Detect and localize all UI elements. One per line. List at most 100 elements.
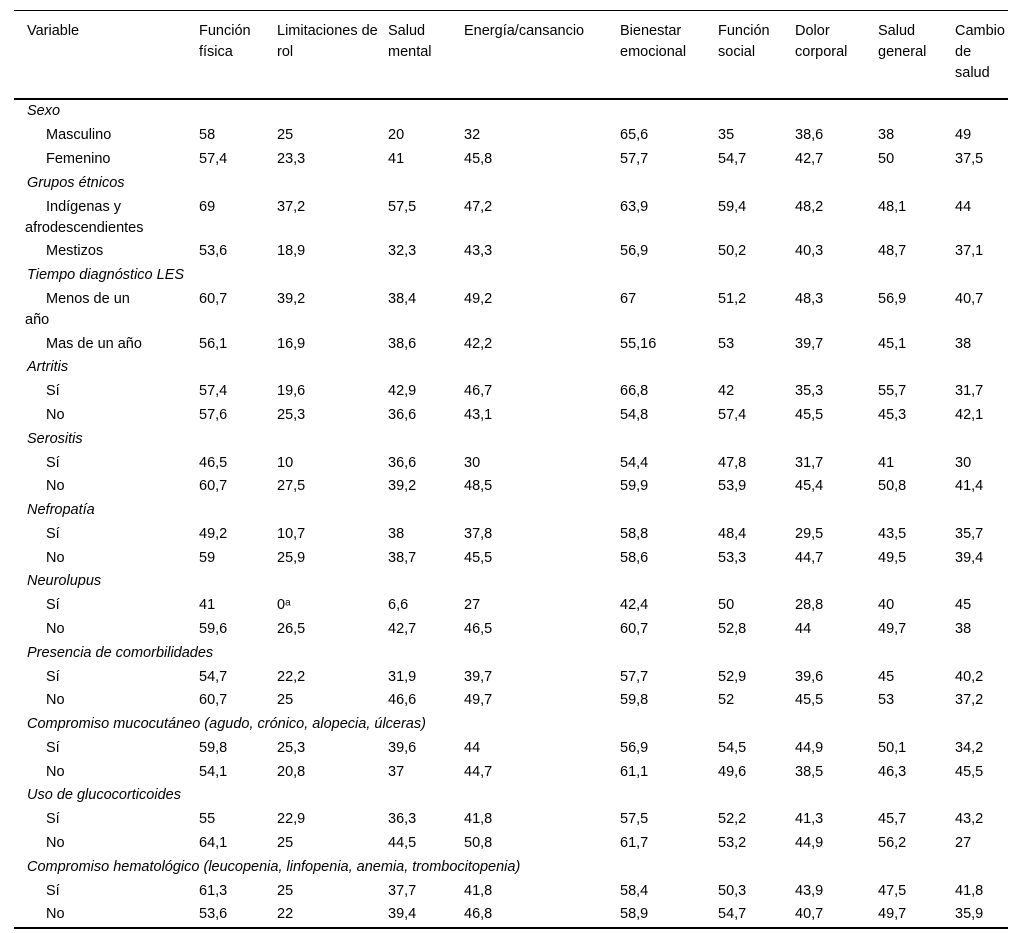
value-cell: 40,3 xyxy=(795,243,824,260)
value-cell: 20 xyxy=(388,127,405,144)
value-cell: 52,8 xyxy=(718,621,747,638)
value-cell: 22,2 xyxy=(277,668,306,685)
row-label: Sí xyxy=(46,454,60,471)
row-label: Sí xyxy=(46,811,60,828)
value-cell: 27 xyxy=(464,597,481,614)
row-label: No xyxy=(46,549,65,566)
column-header-5: Bienestar emocional xyxy=(620,23,687,60)
section-label: Grupos étnicos xyxy=(27,174,125,191)
value-cell: 52,2 xyxy=(718,811,747,828)
value-cell: 56,9 xyxy=(620,243,649,260)
value-cell: 25 xyxy=(277,692,294,709)
value-cell: 36,6 xyxy=(388,406,417,423)
column-header-8: Salud general xyxy=(878,23,927,60)
value-cell: 38,6 xyxy=(795,127,824,144)
value-cell: 39,2 xyxy=(388,478,417,495)
value-cell: 49,7 xyxy=(878,621,907,638)
section-header-row: Presencia de comorbilidades xyxy=(14,641,1008,665)
value-cell: 38 xyxy=(955,335,972,352)
section-label: Uso de glucocorticoides xyxy=(27,787,181,804)
value-cell: 25,3 xyxy=(277,739,306,756)
table-row: Mestizos 53,6 18,9 32,3 43,3 56,9 50,2 40,3 48,7… xyxy=(14,240,1008,264)
value-cell: 48,4 xyxy=(718,525,747,542)
value-cell: 25 xyxy=(277,127,294,144)
row-label: Mestizos xyxy=(46,243,104,260)
value-cell: 66,8 xyxy=(620,383,649,400)
value-cell: 35,7 xyxy=(955,525,984,542)
value-cell: 0ᵃ xyxy=(277,597,291,614)
table-row: Sí 46,5 10 36,6 30 54,4 47,8 31,7 41 30 xyxy=(14,451,1008,475)
column-header-3: Salud mental xyxy=(388,23,432,60)
value-cell: 48,1 xyxy=(878,198,907,215)
row-label: Mas de un año xyxy=(46,335,142,352)
value-cell: 44,9 xyxy=(795,835,824,852)
value-cell: 19,6 xyxy=(277,383,306,400)
value-cell: 47,2 xyxy=(464,198,493,215)
value-cell: 63,9 xyxy=(620,198,649,215)
section-header-row: Grupos étnicos xyxy=(14,171,1008,195)
table-row: Sí 61,3 25 37,7 41,8 58,4 50,3 43,9 47,5 41,8 xyxy=(14,879,1008,903)
value-cell: 44,9 xyxy=(795,739,824,756)
row-label: No xyxy=(46,906,65,923)
value-cell: 43,5 xyxy=(878,525,907,542)
value-cell: 41 xyxy=(388,150,405,167)
section-label: Artritis xyxy=(27,359,69,376)
value-cell: 44 xyxy=(464,739,481,756)
value-cell: 46,5 xyxy=(199,454,228,471)
row-label: Sí xyxy=(46,597,60,614)
value-cell: 50 xyxy=(718,597,735,614)
value-cell: 65,6 xyxy=(620,127,649,144)
value-cell: 58,9 xyxy=(620,906,649,923)
section-header-row: Compromiso hematológico (leucopenia, lin… xyxy=(14,855,1008,879)
table-row: Sí 55 22,9 36,3 41,8 57,5 52,2 41,3 45,7 43,2 xyxy=(14,808,1008,832)
value-cell: 42 xyxy=(718,383,735,400)
value-cell: 52 xyxy=(718,692,735,709)
value-cell: 37,8 xyxy=(464,525,493,542)
value-cell: 57,4 xyxy=(718,406,747,423)
value-cell: 47,8 xyxy=(718,454,747,471)
row-label: Femenino xyxy=(46,150,111,167)
section-header-row: Nefropatía xyxy=(14,499,1008,523)
table-row: Sí 59,8 25,3 39,6 44 56,9 54,5 44,9 50,1 34,2 xyxy=(14,737,1008,761)
value-cell: 31,7 xyxy=(955,383,984,400)
table-row: Sí 49,2 10,7 38 37,8 58,8 48,4 29,5 43,5 35,7 xyxy=(14,523,1008,547)
value-cell: 54,7 xyxy=(718,906,747,923)
value-cell: 27,5 xyxy=(277,478,306,495)
value-cell: 34,2 xyxy=(955,739,984,756)
value-cell: 49,7 xyxy=(464,692,493,709)
value-cell: 56,9 xyxy=(878,290,907,307)
value-cell: 45,5 xyxy=(955,763,984,780)
row-label: Menos de un año xyxy=(25,290,130,328)
value-cell: 45 xyxy=(878,668,895,685)
row-label: Sí xyxy=(46,882,60,899)
value-cell: 42,1 xyxy=(955,406,984,423)
value-cell: 38 xyxy=(878,127,895,144)
value-cell: 20,8 xyxy=(277,763,306,780)
value-cell: 37,5 xyxy=(955,150,984,167)
value-cell: 32 xyxy=(464,127,481,144)
value-cell: 46,5 xyxy=(464,621,493,638)
value-cell: 48,7 xyxy=(878,243,907,260)
value-cell: 31,7 xyxy=(795,454,824,471)
table-row: Menos de un año 60,7 39,2 38,4 49,2 67 51,2 48,… xyxy=(14,287,1008,332)
value-cell: 46,7 xyxy=(464,383,493,400)
value-cell: 59,8 xyxy=(620,692,649,709)
value-cell: 44 xyxy=(955,198,972,215)
value-cell: 38,6 xyxy=(388,335,417,352)
value-cell: 43,1 xyxy=(464,406,493,423)
value-cell: 30 xyxy=(464,454,481,471)
table-row: Masculino 58 25 20 32 65,6 35 38,6 38 49 xyxy=(14,124,1008,148)
table-row: No 53,6 22 39,4 46,8 58,9 54,7 40,7 49,7 35,9 xyxy=(14,903,1008,928)
table-row: No 59,6 26,5 42,7 46,5 60,7 52,8 44 49,7 38 xyxy=(14,618,1008,642)
value-cell: 54,5 xyxy=(718,739,747,756)
value-cell: 55,16 xyxy=(620,335,657,352)
value-cell: 61,1 xyxy=(620,763,649,780)
value-cell: 42,7 xyxy=(388,621,417,638)
value-cell: 39,2 xyxy=(277,290,306,307)
section-label: Compromiso hematológico (leucopenia, lin… xyxy=(27,858,521,875)
value-cell: 40,7 xyxy=(795,906,824,923)
value-cell: 46,8 xyxy=(464,906,493,923)
table-body: Sexo Masculino 58 25 20 32 65,6 35 38,6 38 49 Femen… xyxy=(14,99,1008,928)
value-cell: 45,5 xyxy=(795,692,824,709)
value-cell: 58,4 xyxy=(620,882,649,899)
